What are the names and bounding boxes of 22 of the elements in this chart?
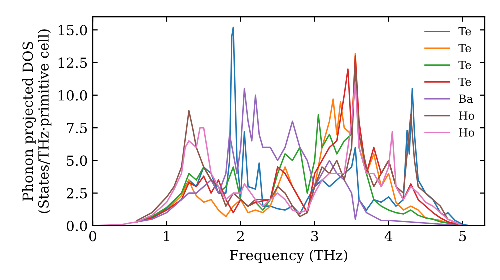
legend-label: Te [458,27,472,36]
y-tick-label: 2.5 [66,188,88,199]
y-tick-label: 5.0 [67,156,88,166]
x-tick-label: 1 [164,231,170,242]
legend-label: Ho [459,112,474,120]
legend-label: Te [458,61,472,70]
y-tick-label: 12.5 [58,58,88,68]
y-tick-label: 10.0 [58,90,88,101]
y-tick-label: 15.0 [58,25,88,36]
legend-label: Ho [459,128,474,137]
x-tick-label: 5 [460,231,466,242]
x-tick-label: 2 [237,231,244,242]
y-axis-title: Phonon projected DOS (States/THz·primitive cell) [22,30,52,214]
x-tick-label: 4 [384,231,393,242]
y-tick-label: 7.5 [67,123,88,134]
legend-label: Ba [459,94,474,104]
x-tick-label: 0 [89,231,96,242]
x-tick-label: 3 [312,231,318,242]
x-axis-title: Frequency (THz) [230,250,348,264]
legend-label: Te [458,44,472,53]
y-tick-label: 0.0 [66,220,88,232]
legend-label: Te [458,78,472,86]
